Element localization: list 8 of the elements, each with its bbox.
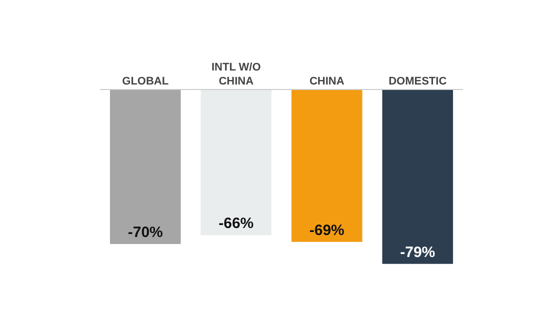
data-label: -70% (128, 224, 163, 242)
data-label: -79% (400, 244, 436, 261)
x-tick-label: DOMESTIC (388, 76, 447, 88)
data-label: -69% (309, 222, 344, 239)
x-tick-label: GLOBAL (122, 76, 169, 88)
data-label: -66% (218, 215, 254, 232)
x-tick-label: CHINA (309, 76, 344, 88)
x-tick-label: INTL W/O CHINA (211, 61, 262, 88)
